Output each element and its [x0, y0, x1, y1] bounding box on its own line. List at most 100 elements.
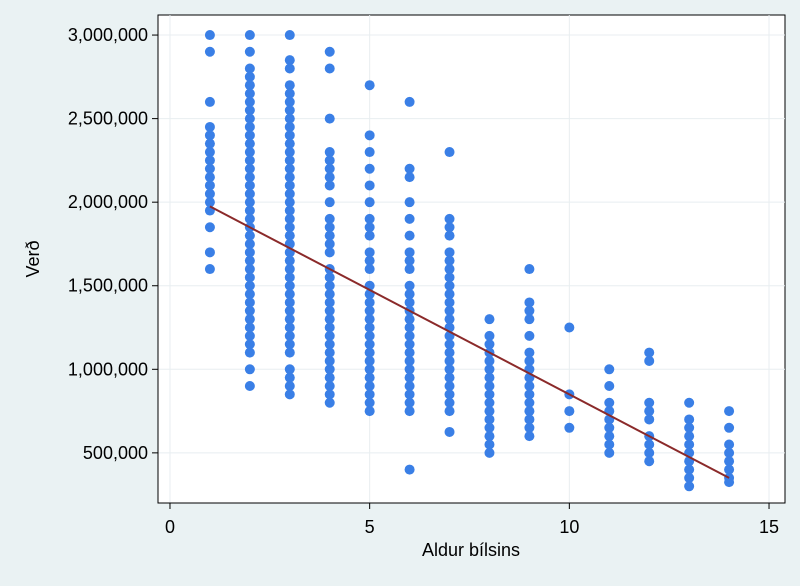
data-point [284, 314, 295, 325]
data-point [404, 172, 415, 183]
data-point [604, 397, 615, 408]
data-point [204, 96, 215, 107]
data-point [404, 255, 415, 266]
data-point [524, 397, 535, 408]
data-point [284, 113, 295, 124]
data-point [324, 147, 335, 158]
data-point [644, 456, 655, 467]
data-point [724, 406, 735, 417]
data-point [244, 180, 255, 191]
data-point [404, 330, 415, 341]
data-point [244, 238, 255, 249]
data-point [204, 188, 215, 199]
data-point [324, 230, 335, 241]
data-point [284, 222, 295, 233]
y-tick-label: 3,000,000 [68, 25, 148, 45]
data-point [644, 347, 655, 358]
data-point [244, 113, 255, 124]
data-point [524, 414, 535, 425]
data-point [244, 213, 255, 224]
data-point [524, 305, 535, 316]
data-point [484, 431, 495, 442]
data-point [244, 272, 255, 283]
data-point [684, 431, 695, 442]
data-point [324, 347, 335, 358]
data-point [244, 264, 255, 275]
data-point [284, 55, 295, 66]
data-point [364, 347, 375, 358]
data-point [244, 96, 255, 107]
data-point [724, 464, 735, 475]
data-point [404, 280, 415, 291]
data-point [244, 230, 255, 241]
data-point [444, 289, 455, 300]
data-point [684, 472, 695, 483]
data-point [444, 297, 455, 308]
data-point [364, 305, 375, 316]
x-tick-label: 0 [165, 517, 175, 537]
data-point [364, 381, 375, 392]
data-point [444, 381, 455, 392]
data-point [444, 426, 455, 437]
data-point [604, 447, 615, 458]
data-point [324, 247, 335, 258]
data-point [364, 297, 375, 308]
data-point [484, 414, 495, 425]
data-point [244, 314, 255, 325]
data-point [284, 339, 295, 350]
data-point [524, 406, 535, 417]
data-point [204, 163, 215, 174]
data-point [364, 230, 375, 241]
data-point [444, 280, 455, 291]
data-point [564, 422, 575, 433]
data-point [364, 163, 375, 174]
data-point [324, 322, 335, 333]
data-point [644, 355, 655, 366]
data-point [404, 372, 415, 383]
data-point [524, 431, 535, 442]
data-point [204, 147, 215, 158]
data-point [244, 297, 255, 308]
data-point [364, 180, 375, 191]
data-point [324, 113, 335, 124]
data-point [204, 264, 215, 275]
data-point [244, 247, 255, 258]
data-point [204, 197, 215, 208]
data-point [404, 197, 415, 208]
data-point [364, 80, 375, 91]
data-point [324, 238, 335, 249]
data-point [604, 431, 615, 442]
data-point [484, 355, 495, 366]
data-point [284, 96, 295, 107]
data-point [204, 247, 215, 258]
data-point [324, 155, 335, 166]
data-point [484, 389, 495, 400]
data-point [524, 297, 535, 308]
data-point [644, 414, 655, 425]
data-point [324, 355, 335, 366]
data-point [444, 255, 455, 266]
plot-area [157, 14, 786, 504]
data-point [244, 121, 255, 132]
data-point [444, 213, 455, 224]
data-point [404, 289, 415, 300]
data-point [524, 381, 535, 392]
data-point [284, 63, 295, 74]
data-point [244, 163, 255, 174]
data-point [484, 381, 495, 392]
data-point [284, 213, 295, 224]
data-point [444, 305, 455, 316]
data-point [244, 30, 255, 41]
data-point [284, 88, 295, 99]
data-point [404, 406, 415, 417]
data-point [484, 406, 495, 417]
data-point [284, 347, 295, 358]
data-point [204, 172, 215, 183]
data-point [404, 247, 415, 258]
data-point [324, 297, 335, 308]
data-point [244, 255, 255, 266]
data-point [284, 389, 295, 400]
data-point [244, 347, 255, 358]
data-point [444, 264, 455, 275]
data-point [404, 381, 415, 392]
